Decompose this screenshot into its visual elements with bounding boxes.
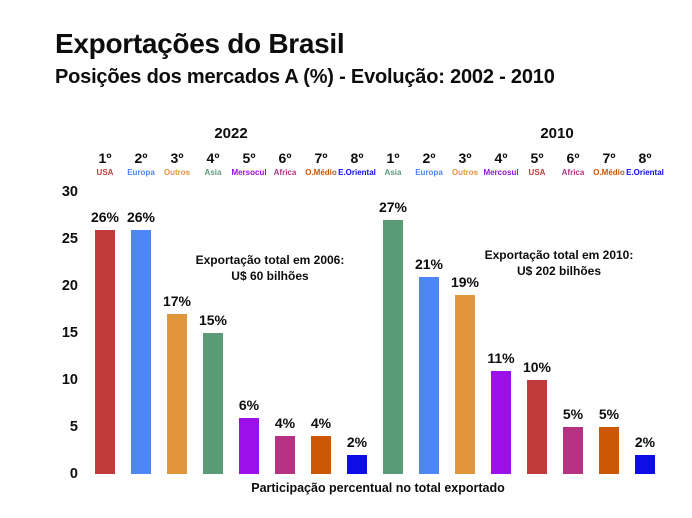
annotation-line: Exportação total em 2006: [195, 253, 345, 267]
market-label: Asia [384, 168, 402, 177]
rank-label: 6º [566, 150, 580, 166]
bar-value-label: 5% [562, 406, 584, 422]
bar [599, 427, 619, 474]
bar-value-label: 27% [378, 199, 408, 216]
x-axis-caption: Participação percentual no total exporta… [251, 481, 505, 495]
rank-label: 2º [422, 150, 436, 166]
y-axis-tick: 20 [61, 278, 78, 294]
market-label: Africa [273, 168, 297, 177]
bar [203, 333, 223, 474]
market-label: USA [96, 168, 114, 177]
bar [455, 295, 475, 474]
market-label: O.Médio [305, 168, 337, 177]
y-axis-tick: 30 [61, 184, 78, 200]
bar-value-label: 10% [522, 359, 552, 375]
bar-value-label: 17% [162, 293, 192, 310]
rank-label: 3º [458, 150, 472, 166]
annotation-line: U$ 202 bilhões [516, 264, 602, 279]
market-label: USA [528, 168, 546, 177]
market-label: E.Oriental [338, 168, 376, 177]
annotation-line: U$ 60 bilhões [231, 269, 309, 284]
market-label: Europa [415, 168, 443, 177]
bar-value-label: 2% [346, 434, 368, 451]
group-header: 2022 [214, 125, 248, 142]
rank-label: 5º [530, 150, 544, 166]
bar [527, 380, 547, 474]
rank-label: 7º [314, 150, 328, 166]
bar-value-label: 4% [274, 415, 296, 432]
market-label: Mercosul [483, 168, 519, 177]
bar-value-label: 11% [487, 349, 515, 366]
page-subtitle: Posições dos mercados A (%) - Evolução: … [55, 66, 555, 88]
total-exports-annotation: Exportação total em 2010: U$ 202 bilhões [485, 247, 634, 279]
rank-label: 6º [278, 150, 292, 166]
bar [635, 455, 655, 474]
bar-value-label: 26% [90, 208, 120, 225]
market-label: O.Médio [593, 168, 625, 177]
market-label: E.Oriental [626, 168, 664, 177]
total-exports-annotation: Exportação total em 2006: U$ 60 bilhões [196, 252, 345, 284]
bar-value-label: 5% [598, 406, 620, 422]
rank-label: 1º [386, 150, 400, 166]
rank-label: 4º [206, 150, 220, 166]
rank-label: 1º [98, 150, 112, 166]
market-label: Outros [163, 168, 191, 177]
y-axis-tick: 10 [61, 372, 78, 388]
bar-value-label: 6% [238, 396, 260, 413]
bar [167, 314, 187, 474]
y-axis-tick: 5 [69, 419, 78, 435]
market-label: Europa [127, 168, 155, 177]
y-axis-tick: 15 [61, 325, 78, 341]
page-title: Exportações do Brasil [55, 28, 345, 59]
bar-value-label: 15% [198, 312, 228, 328]
annotation-line: Exportação total em 2010: [484, 248, 634, 262]
rank-label: 8º [350, 150, 364, 166]
market-label: Outros [451, 168, 479, 177]
market-label: Asia [204, 168, 222, 177]
rank-label: 8º [638, 150, 652, 166]
bar-value-label: 2% [634, 434, 656, 451]
bar [347, 455, 367, 474]
rank-label: 5º [242, 150, 256, 166]
bar [95, 229, 115, 474]
market-label: Africa [561, 168, 585, 177]
bar-value-label: 4% [310, 415, 332, 432]
bar [383, 220, 403, 474]
bar [419, 276, 439, 474]
bar [239, 417, 259, 474]
market-label: Mersocul [231, 168, 267, 177]
bar-value-label: 21% [414, 255, 444, 272]
bar-value-label: 19% [450, 274, 480, 291]
group-header: 2010 [540, 125, 574, 142]
bar [563, 427, 583, 474]
y-axis-tick: 0 [69, 466, 78, 482]
rank-label: 2º [134, 150, 148, 166]
bar [131, 229, 151, 474]
bar [491, 370, 511, 474]
y-axis-tick: 25 [61, 231, 78, 247]
rank-label: 7º [602, 150, 616, 166]
bar [311, 436, 331, 474]
rank-label: 3º [170, 150, 184, 166]
rank-label: 4º [494, 150, 508, 166]
bar-value-label: 26% [126, 208, 156, 225]
bar [275, 436, 295, 474]
